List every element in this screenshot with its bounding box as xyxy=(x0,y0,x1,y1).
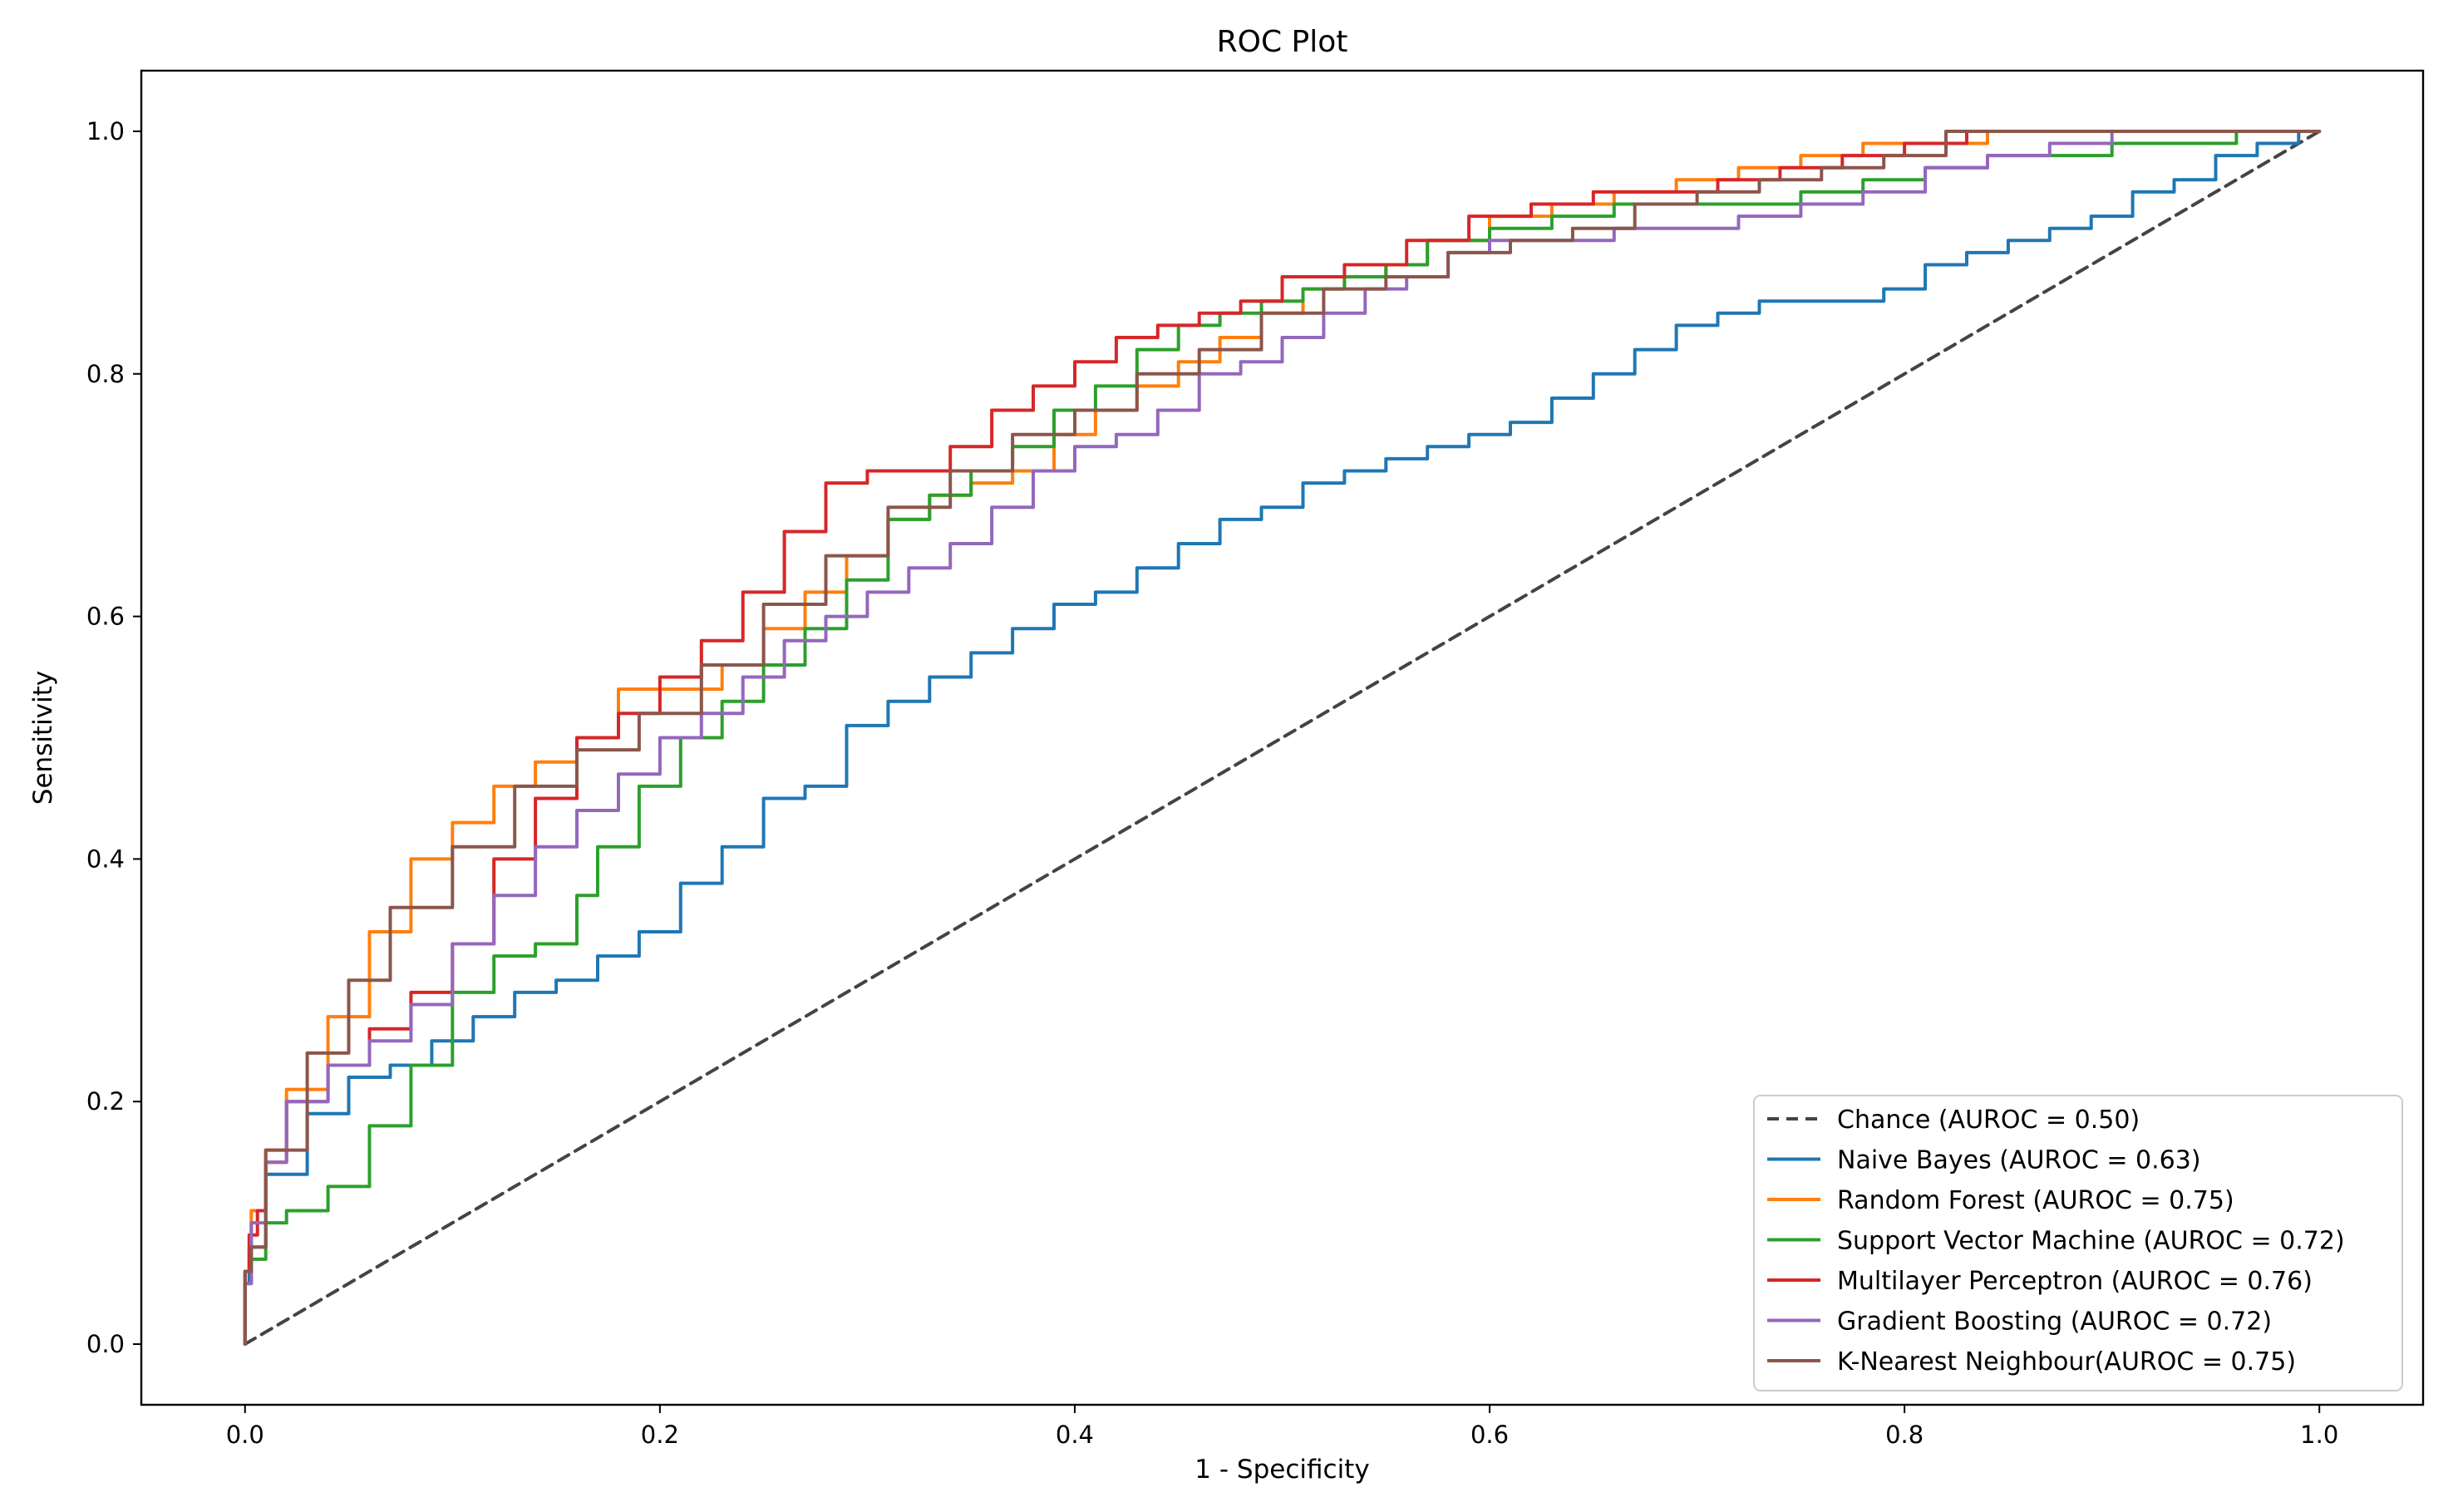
y-axis-title: Sensitivity xyxy=(28,671,58,805)
x-tick-label: 1.0 xyxy=(2300,1421,2338,1449)
x-tick-label: 0.8 xyxy=(1885,1421,1924,1449)
legend-label-naive-bayes: Naive Bayes (AUROC = 0.63) xyxy=(1837,1146,2201,1175)
series-line-multilayer-perceptron xyxy=(243,130,2322,1346)
x-tick-label: 0.2 xyxy=(641,1421,679,1449)
legend-label-gradient-boosting: Gradient Boosting (AUROC = 0.72) xyxy=(1837,1308,2272,1337)
y-tick-label: 1.0 xyxy=(86,117,125,145)
y-tick-label: 0.4 xyxy=(86,845,125,873)
legend-box xyxy=(1753,1095,2403,1391)
series-group xyxy=(243,130,2322,1346)
y-axis: 0.0 0.2 0.4 0.6 0.8 1.0 xyxy=(86,117,141,1358)
legend-label-random-forest: Random Forest (AUROC = 0.75) xyxy=(1837,1186,2234,1215)
x-axis-title: 1 - Specificity xyxy=(1195,1455,1369,1485)
y-tick-label: 0.8 xyxy=(86,360,125,388)
y-tick-label: 0.2 xyxy=(86,1087,125,1116)
axes-frame xyxy=(140,69,2425,1406)
legend-label-chance: Chance (AUROC = 0.50) xyxy=(1837,1106,2140,1135)
legend-items: Chance (AUROC = 0.50) Naive Bayes (AUROC … xyxy=(1767,1106,2345,1377)
series-line-gradient-boosting xyxy=(243,130,2322,1346)
legend-label-k-nearest-neighbour-auroc-0-75: K-Nearest Neighbour(AUROC = 0.75) xyxy=(1837,1347,2296,1377)
x-tick-label: 0.6 xyxy=(1470,1421,1509,1449)
plot-area xyxy=(140,69,2425,1406)
series-line-k-nearest-neighbour-auroc-0-75 xyxy=(243,130,2322,1346)
legend-label-multilayer-perceptron: Multilayer Perceptron (AUROC = 0.76) xyxy=(1837,1267,2313,1296)
series-line-naive-bayes xyxy=(243,130,2322,1346)
y-tick-label: 0.6 xyxy=(86,603,125,631)
legend-label-support-vector-machine: Support Vector Machine (AUROC = 0.72) xyxy=(1837,1227,2345,1256)
x-tick-label: 0.4 xyxy=(1056,1421,1094,1449)
x-axis: 0.0 0.2 0.4 0.6 0.8 1.0 xyxy=(226,1405,2338,1449)
chart-title: ROC Plot xyxy=(1217,25,1348,59)
y-tick-label: 0.0 xyxy=(86,1330,125,1358)
x-tick-label: 0.0 xyxy=(226,1421,264,1449)
legend: Chance (AUROC = 0.50) Naive Bayes (AUROC … xyxy=(1753,1095,2403,1391)
series-line-chance xyxy=(243,130,2322,1346)
